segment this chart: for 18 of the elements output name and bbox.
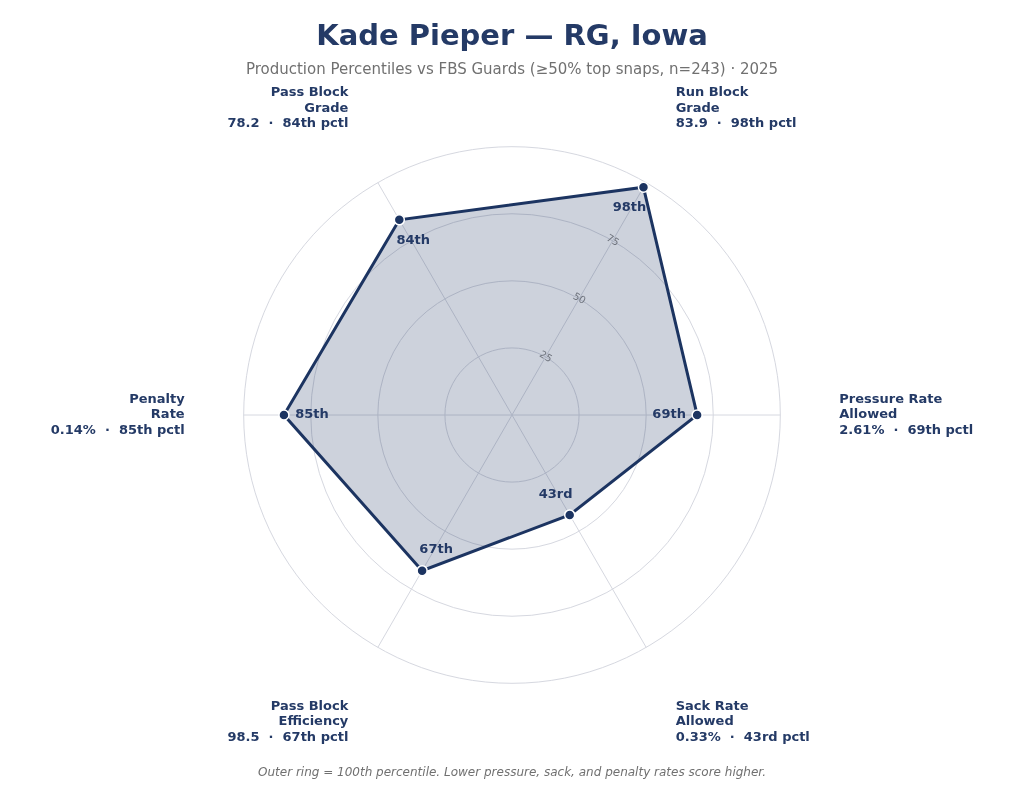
y-tick-label: 25 (537, 348, 555, 365)
data-label: 85th (295, 406, 329, 422)
data-label: 84th (396, 231, 431, 247)
text: Outer ring = 100th percentile. Lower pressure, sack, and penalty rates score higher. (258, 765, 766, 780)
chart-subtitle: Production Percentiles vs FBS Guards (≥50% top snaps, n=243) · 2025 (245, 59, 779, 78)
spoke-label: Pressure Rate Allowed 2.61% · 69th pctl (839, 390, 974, 437)
spoke-label: Sack Rate Allowed 0.33% · 43rd pctl (675, 697, 810, 744)
y-tick-label: 50 (571, 290, 588, 306)
data-label: 69th (652, 406, 686, 422)
data-label: 67th (419, 541, 453, 557)
spoke-label: Pass Block Grade 78.2 · 84th pctl (227, 83, 349, 131)
spoke-label: Pass Block Efficiency 98.5 · 67th pctl (227, 697, 349, 744)
spoke-label: Run Block Grade 83.9 · 98th pctl (675, 83, 797, 131)
data-label: 98th (612, 199, 647, 215)
y-tick-label: 75 (604, 232, 622, 248)
data-label: 43rd (538, 485, 573, 501)
spoke-label: Penalty Rate 0.14% · 85th pctl (50, 390, 186, 437)
chart-title: Kade Pieper — RG, Iowa (316, 17, 708, 52)
